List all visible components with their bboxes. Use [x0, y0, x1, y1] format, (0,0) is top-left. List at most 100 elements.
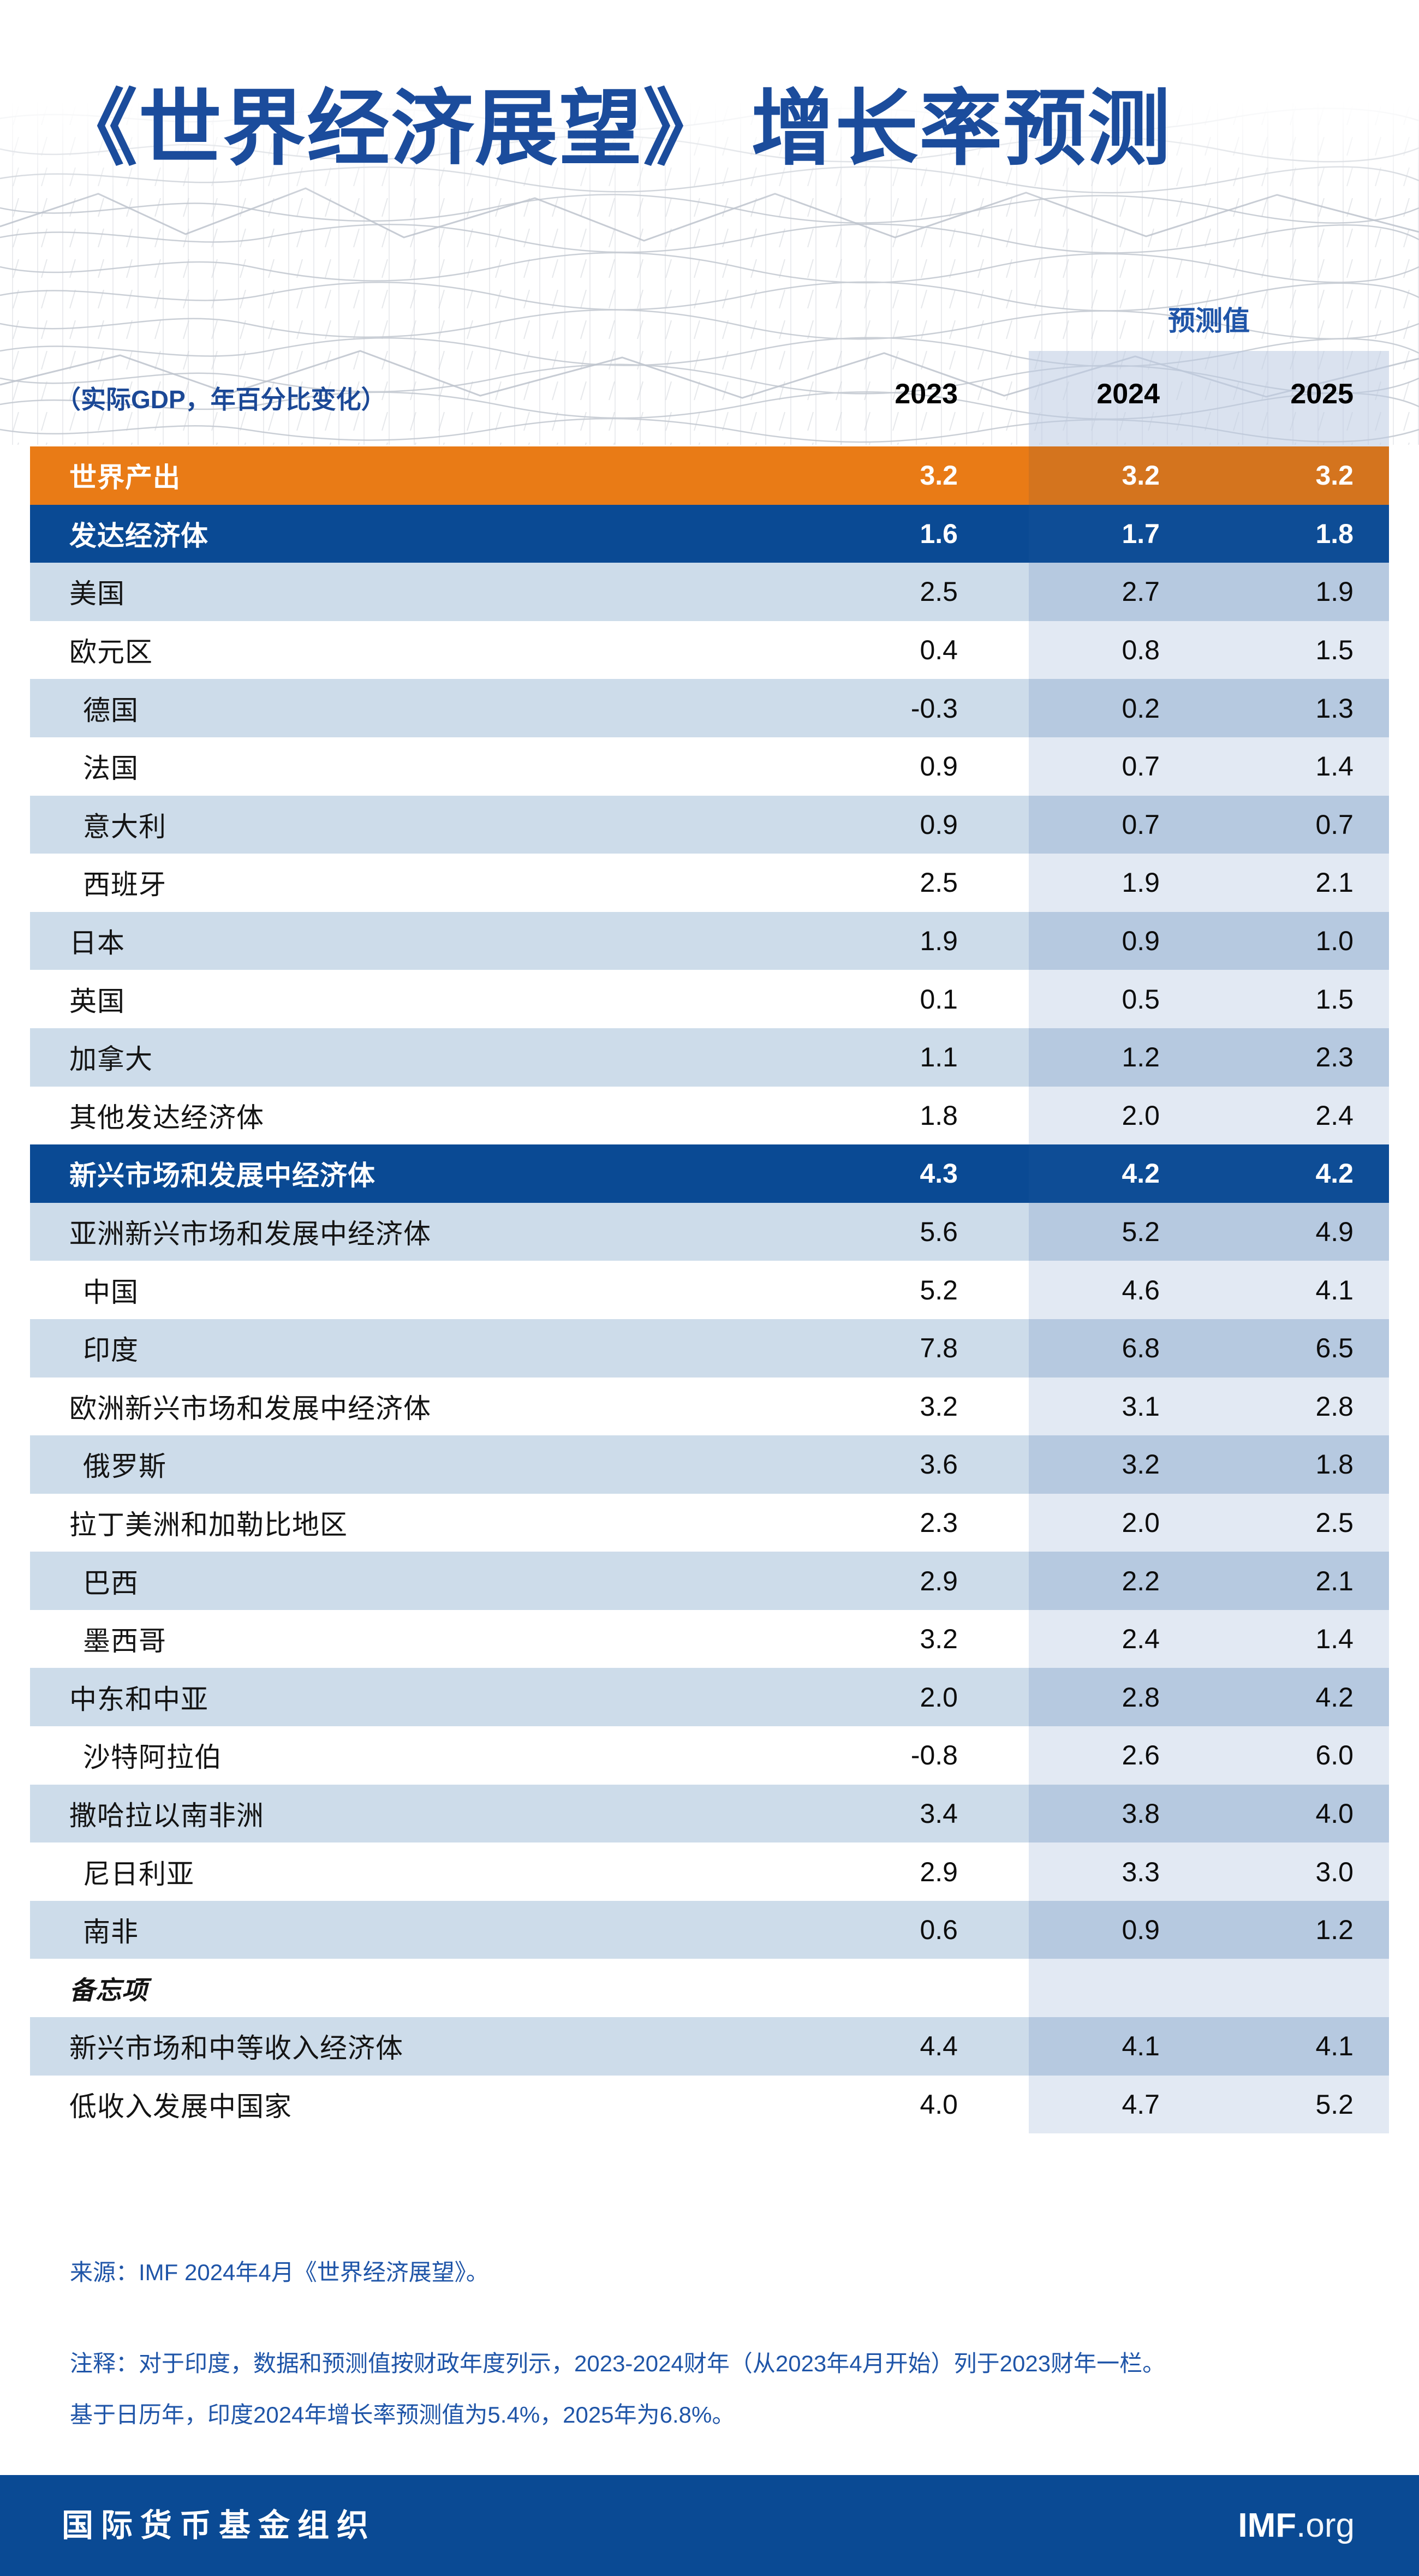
footer-organization: 国际货币基金组织	[62, 2508, 377, 2543]
value-2025: 5.2	[1315, 2089, 1354, 2120]
table-row: 美国 2.5 2.7 1.9	[30, 563, 1389, 621]
value-2025: 4.9	[1315, 1217, 1354, 1248]
table-row: 意大利 0.9 0.7 0.7	[30, 795, 1389, 854]
forecast-column-stripe	[1029, 621, 1389, 679]
forecast-column-stripe	[1029, 2017, 1389, 2076]
value-2023: -0.8	[910, 1740, 958, 1771]
table-rows: 世界产出 3.2 3.2 3.2 发达经济体 1.6 1.7 1.8 美国 2.…	[30, 446, 1389, 2134]
row-label: 欧元区	[69, 637, 153, 668]
forecast-column-stripe	[1029, 1726, 1389, 1785]
imf-org-suffix: .org	[1296, 2507, 1355, 2544]
row-label: 欧洲新兴市场和发展中经济体	[69, 1393, 431, 1424]
value-2024: 1.7	[1122, 518, 1160, 549]
forecast-column-stripe	[1029, 854, 1389, 912]
forecast-column-stripe	[1029, 795, 1389, 854]
row-label: 美国	[69, 579, 125, 610]
page-title: 《世界经济展望》 增长率预测	[55, 82, 1172, 175]
forecast-column-stripe	[1029, 1842, 1389, 1901]
value-2024: 0.5	[1122, 983, 1160, 1015]
value-2025: 2.1	[1315, 867, 1354, 898]
row-label: 西班牙	[83, 869, 166, 901]
row-label: 德国	[83, 695, 139, 726]
value-2024: 2.0	[1122, 1507, 1160, 1538]
value-2023: 3.2	[920, 1391, 958, 1422]
forecast-column-stripe	[1029, 1668, 1389, 1727]
value-2024: 6.8	[1122, 1333, 1160, 1364]
value-2024: 5.2	[1122, 1217, 1160, 1248]
forecast-column-stripe	[1029, 1319, 1389, 1378]
table-row: 沙特阿拉伯 -0.8 2.6 6.0	[30, 1726, 1389, 1785]
value-2025: 6.0	[1315, 1740, 1354, 1771]
footnote: 注释：对于印度，数据和预测值按财政年度列示，2023-2024财年（从2023年…	[70, 2338, 1358, 2441]
value-2025: 2.3	[1315, 1042, 1354, 1073]
row-label: 拉丁美洲和加勒比地区	[69, 1509, 348, 1540]
table-row: 拉丁美洲和加勒比地区 2.3 2.0 2.5	[30, 1493, 1389, 1552]
row-label: 印度	[83, 1335, 139, 1366]
value-2024: 1.9	[1122, 867, 1160, 898]
table-row: 加拿大 1.1 1.2 2.3	[30, 1028, 1389, 1087]
table-row: 墨西哥 3.2 2.4 1.4	[30, 1609, 1389, 1668]
table-row: 中国 5.2 4.6 4.1	[30, 1261, 1389, 1319]
value-2025: 1.2	[1315, 1915, 1354, 1946]
value-2024: 3.1	[1122, 1391, 1160, 1422]
table-row: 巴西 2.9 2.2 2.1	[30, 1552, 1389, 1610]
value-2025: 2.8	[1315, 1391, 1354, 1422]
row-label: 新兴市场和中等收入经济体	[69, 2033, 403, 2064]
value-2025: 3.0	[1315, 1856, 1354, 1887]
value-2025: 4.1	[1315, 2031, 1354, 2062]
table-row: 英国 0.1 0.5 1.5	[30, 970, 1389, 1028]
value-2025: 2.5	[1315, 1507, 1354, 1538]
row-label: 加拿大	[69, 1044, 153, 1075]
value-2024: 4.2	[1122, 1158, 1160, 1189]
value-2024: 3.2	[1122, 1449, 1160, 1480]
row-label: 新兴市场和发展中经济体	[69, 1160, 375, 1191]
forecast-column-stripe	[1029, 911, 1389, 970]
value-2023: 3.6	[920, 1449, 958, 1480]
footer-website: IMF.org	[1238, 2475, 1355, 2576]
row-label: 中东和中亚	[69, 1684, 208, 1715]
value-2024: 4.7	[1122, 2089, 1160, 2120]
table-row: 南非 0.6 0.9 1.2	[30, 1900, 1389, 1959]
row-label: 沙特阿拉伯	[83, 1742, 222, 1773]
value-2025: 4.0	[1315, 1798, 1354, 1829]
value-2025: 1.5	[1315, 983, 1354, 1015]
value-2025: 1.8	[1315, 518, 1354, 549]
value-2025: 3.2	[1315, 460, 1354, 491]
footnote-line-2: 基于日历年，印度2024年增长率预测值为5.4%，2025年为6.8%。	[70, 2402, 735, 2428]
forecast-column-stripe	[1029, 446, 1389, 505]
value-2023: 3.2	[920, 460, 958, 491]
row-label: 世界产出	[69, 462, 181, 493]
table-row: 新兴市场和发展中经济体 4.3 4.2 4.2	[30, 1144, 1389, 1203]
value-2023: 0.9	[920, 751, 958, 782]
forecast-label: 预测值	[1168, 306, 1250, 336]
value-2025: 1.0	[1315, 926, 1354, 957]
value-2024	[985, 1959, 1160, 2017]
forecast-column-stripe	[1029, 1435, 1389, 1494]
value-2025: 2.4	[1315, 1100, 1354, 1131]
table-row: 备忘项	[30, 1959, 1389, 2018]
unit-note: （实际GDP，年百分比变化）	[56, 385, 386, 414]
table-row: 欧洲新兴市场和发展中经济体 3.2 3.1 2.8	[30, 1377, 1389, 1436]
value-2023: 2.3	[920, 1507, 958, 1538]
value-2024: 4.1	[1122, 2031, 1160, 2062]
table-row: 俄罗斯 3.6 3.2 1.8	[30, 1435, 1389, 1494]
value-2025: 0.7	[1315, 809, 1354, 840]
forecast-column-stripe	[1029, 679, 1389, 737]
value-2024: 1.2	[1122, 1042, 1160, 1073]
value-2025: 1.5	[1315, 635, 1354, 666]
forecast-column-stripe	[1029, 1552, 1389, 1610]
row-label: 英国	[69, 986, 125, 1017]
table-row: 世界产出 3.2 3.2 3.2	[30, 446, 1389, 505]
value-2023: 4.4	[920, 2031, 958, 2062]
table-row: 西班牙 2.5 1.9 2.1	[30, 854, 1389, 912]
forecast-column-stripe	[1029, 1900, 1389, 1959]
row-label: 俄罗斯	[83, 1451, 166, 1482]
value-2023: 3.2	[920, 1624, 958, 1655]
row-label: 墨西哥	[83, 1626, 166, 1657]
forecast-column-stripe	[1029, 1784, 1389, 1843]
footnote-line-1: 注释：对于印度，数据和预测值按财政年度列示，2023-2024财年（从2023年…	[70, 2351, 1166, 2376]
value-2024: 0.8	[1122, 635, 1160, 666]
column-header-2024: 2024	[1096, 378, 1160, 410]
row-label: 尼日利亚	[83, 1858, 194, 1889]
value-2025: 1.8	[1315, 1449, 1354, 1480]
